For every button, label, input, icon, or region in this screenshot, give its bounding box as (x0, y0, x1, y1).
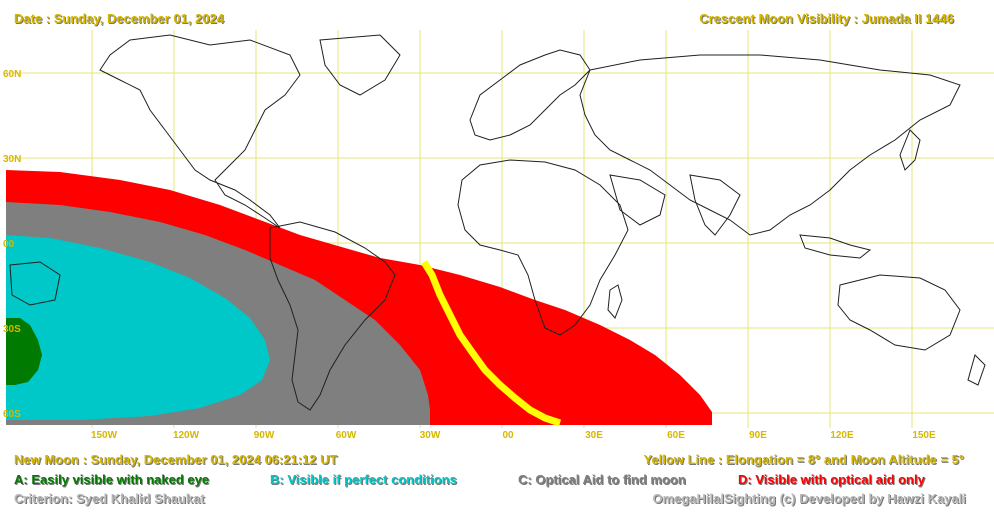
africa-outline (457, 159, 629, 336)
europe-outline (469, 49, 591, 141)
japan-outline (899, 129, 921, 171)
lat-label-30s: 30S (3, 324, 21, 335)
lon-label-60w: 60W (336, 430, 357, 441)
arabia-outline (609, 174, 666, 226)
criterion-credit: Criterion: Syed Khalid Shaukat (14, 491, 205, 506)
legend-d: D: Visible with optical aid only (738, 472, 925, 487)
new-zealand-outline (967, 354, 986, 386)
lon-label-150w: 150W (91, 430, 118, 441)
longitude-labels: 150W 120W 90W 60W 30W 00 30E 60E 90E 120… (91, 430, 936, 441)
lon-label-90e: 90E (749, 430, 767, 441)
lon-label-90w: 90W (254, 430, 275, 441)
header-date: Date : Sunday, December 01, 2024 (14, 11, 225, 26)
lon-label-30w: 30W (420, 430, 441, 441)
yellow-limit-line (421, 260, 562, 427)
lat-label-00: 00 (3, 239, 15, 250)
lon-label-30e: 30E (585, 430, 603, 441)
north-america-outline (99, 34, 301, 229)
pacific-islands-outline (9, 261, 61, 306)
lon-label-60e: 60E (667, 430, 685, 441)
continent-outlines (9, 34, 986, 411)
lon-label-120e: 120E (830, 430, 854, 441)
lat-label-60s: 60S (3, 409, 21, 420)
greenland-outline (319, 34, 401, 96)
lon-label-00: 00 (502, 430, 514, 441)
asia-outline (579, 54, 961, 236)
latitude-labels: 60N 30N 00 30S 60S (3, 69, 21, 420)
header-title: Crescent Moon Visibility : Jumada II 144… (699, 11, 954, 26)
south-america-outline (269, 221, 396, 411)
zone-b-region (6, 235, 270, 420)
lon-label-150e: 150E (912, 430, 936, 441)
new-moon-time: New Moon : Sunday, December 01, 2024 06:… (14, 452, 338, 467)
yellow-line-note: Yellow Line : Elongation = 8° and Moon A… (643, 452, 965, 467)
lat-label-30n: 30N (3, 154, 21, 165)
legend-a: A: Easily visible with naked eye (14, 472, 210, 487)
lat-label-60n: 60N (3, 69, 21, 80)
zone-a-region (6, 318, 42, 385)
madagascar-outline (607, 284, 623, 319)
sea-islands-outline (799, 234, 872, 259)
lon-label-120w: 120W (173, 430, 200, 441)
legend-b: B: Visible if perfect conditions (270, 472, 457, 487)
legend-c: C: Optical Aid to find moon (518, 472, 686, 487)
developer-credit: OmegaHilalSighting (c) Developed by Hawz… (652, 491, 966, 506)
australia-outline (837, 274, 961, 351)
india-outline (689, 174, 741, 236)
